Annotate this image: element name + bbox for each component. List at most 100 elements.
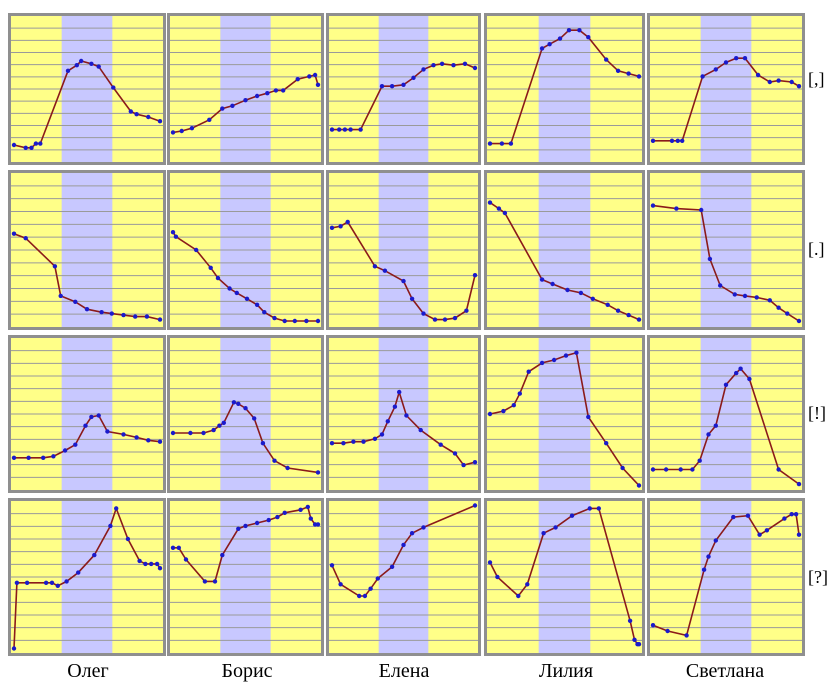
data-point xyxy=(431,63,436,68)
data-point xyxy=(194,247,199,253)
data-point xyxy=(742,56,748,61)
data-point xyxy=(577,28,582,33)
data-point xyxy=(511,403,516,408)
data-point xyxy=(305,504,310,510)
data-point xyxy=(157,317,163,322)
data-point xyxy=(351,439,356,444)
data-point xyxy=(84,307,90,312)
data-point xyxy=(636,317,642,322)
data-point xyxy=(487,411,493,417)
data-point xyxy=(285,465,290,471)
chart-period-boris xyxy=(167,170,324,330)
row-label-exclamation: [!] xyxy=(808,403,826,423)
data-point xyxy=(133,314,138,319)
data-point xyxy=(718,283,723,288)
data-point xyxy=(220,106,225,111)
data-point xyxy=(62,448,68,453)
data-point xyxy=(586,414,591,420)
plot-area xyxy=(487,173,642,327)
data-point xyxy=(315,318,321,324)
data-point xyxy=(487,141,493,146)
data-point xyxy=(557,36,563,41)
data-point xyxy=(565,287,570,293)
data-point xyxy=(690,467,695,472)
data-point xyxy=(111,85,116,90)
data-point xyxy=(615,68,621,73)
data-point xyxy=(272,315,277,321)
data-point xyxy=(179,128,184,134)
data-point xyxy=(569,513,575,518)
data-point xyxy=(472,65,478,71)
data-point xyxy=(776,305,781,310)
plot-area xyxy=(11,338,163,490)
data-point xyxy=(650,203,656,208)
data-point xyxy=(539,277,545,282)
data-point xyxy=(134,112,139,117)
data-point xyxy=(401,82,406,88)
chart-comma-elena xyxy=(326,13,481,165)
chart-question-elena xyxy=(326,498,481,656)
data-point xyxy=(49,580,55,585)
data-point xyxy=(265,91,270,96)
data-point xyxy=(675,138,680,143)
data-point xyxy=(464,308,469,313)
data-point xyxy=(796,318,802,324)
data-point xyxy=(789,512,794,517)
data-point xyxy=(231,400,237,405)
data-point xyxy=(731,514,736,520)
data-point xyxy=(747,376,752,382)
data-point xyxy=(526,369,531,374)
data-point xyxy=(361,439,366,444)
data-point xyxy=(782,516,787,521)
data-point xyxy=(221,420,226,425)
data-point xyxy=(566,28,572,33)
data-point xyxy=(472,460,478,465)
data-point xyxy=(121,312,126,318)
data-point xyxy=(108,523,113,529)
data-point xyxy=(64,579,69,584)
data-point xyxy=(650,467,656,472)
data-point xyxy=(338,224,343,229)
data-point xyxy=(329,127,335,132)
data-point xyxy=(392,404,398,409)
data-point xyxy=(105,429,110,434)
data-point xyxy=(83,423,88,428)
chart-comma-svetlana xyxy=(647,13,805,165)
data-point xyxy=(341,441,346,446)
chart-comma-boris xyxy=(167,13,324,165)
data-point xyxy=(329,441,335,446)
data-point xyxy=(411,75,416,80)
plot-area xyxy=(170,173,321,327)
chart-question-oleg xyxy=(8,498,166,656)
data-point xyxy=(684,633,689,638)
data-point xyxy=(421,525,426,530)
data-point xyxy=(796,532,802,537)
data-point xyxy=(738,366,743,371)
data-point xyxy=(785,311,790,316)
data-point xyxy=(183,557,189,562)
data-point xyxy=(636,74,642,79)
data-point xyxy=(14,580,20,585)
data-point xyxy=(432,317,438,322)
data-point xyxy=(541,531,546,536)
data-point xyxy=(680,138,685,143)
data-point xyxy=(312,72,318,78)
data-point xyxy=(275,514,280,520)
data-point xyxy=(52,264,58,269)
data-point xyxy=(254,520,260,526)
col-label-boris: Борис xyxy=(221,660,273,682)
data-point xyxy=(217,423,222,428)
data-point xyxy=(260,441,266,446)
data-point xyxy=(137,558,142,564)
plot-area xyxy=(329,338,478,490)
data-point xyxy=(236,526,241,531)
data-point xyxy=(547,42,552,47)
data-point xyxy=(789,79,794,85)
data-point xyxy=(243,406,248,411)
data-point xyxy=(11,231,17,236)
chart-comma-liliya xyxy=(484,13,645,165)
data-point xyxy=(23,145,28,150)
data-point xyxy=(292,318,297,324)
row-label-question: [?] xyxy=(808,567,828,587)
data-point xyxy=(767,79,772,85)
